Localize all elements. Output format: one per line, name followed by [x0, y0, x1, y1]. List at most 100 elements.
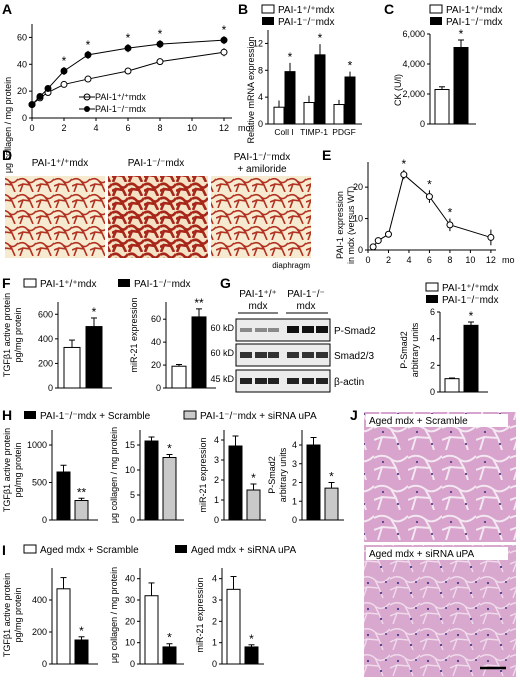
panel-b-bar: [273, 106, 285, 125]
panel-i3-bar: [244, 646, 259, 665]
panel-g-legend-pos: PAI-1⁺/⁺mdx: [442, 283, 499, 294]
panel-a-significance-star: *: [158, 27, 163, 41]
panel-h1-y-tick-label: 1000: [27, 440, 47, 450]
panel-i-y-label-3: miR-21 expression: [195, 577, 205, 652]
panel-i2-bar: [144, 595, 159, 665]
panel-i-tgfb1-chart: TGFβ1 active protein pg/mg protein 0 200 4…: [2, 568, 98, 669]
panel-letter-b: B: [238, 1, 248, 17]
panel-e-data-point: [446, 221, 454, 229]
panel-h-y-label-4a: P-Smad2: [267, 456, 277, 494]
panel-e-x-tick-label: 6: [427, 255, 432, 265]
panel-letter-h: H: [2, 407, 12, 423]
panel-e-significance-star: *: [402, 157, 407, 171]
panel-g-y-tick-label: 6: [430, 307, 435, 317]
panel-f-y-label-1a: TGFβ1 active protein: [2, 293, 12, 377]
panel-e-x-tick-label: 2: [386, 255, 391, 265]
panel-g-header-neg-1: PAI-1⁻/⁻: [287, 289, 325, 300]
panel-h-y-label-4b: arbitrary units: [278, 447, 288, 502]
panel-letter-g: G: [220, 275, 231, 291]
panel-f1-bar: [63, 346, 81, 389]
panel-g-legend-open-swatch: [425, 282, 439, 292]
panel-i2-y-tick-label: 30: [125, 595, 135, 605]
panel-h4-y-tick-label: 4: [292, 440, 297, 450]
panel-a-data-point: [28, 101, 36, 109]
panel-h1-y-tick-label: 0: [42, 515, 47, 525]
panel-f-y-label-2: miR-21 expression: [129, 297, 139, 372]
panel-e-x-tick-label: 10: [465, 255, 475, 265]
panel-g-band-psmad2: P-Smad2: [334, 326, 376, 337]
panel-letter-c: C: [384, 1, 394, 17]
panel-e-y-label-1: PAI-1 expression: [335, 191, 345, 259]
panel-b-bar: [314, 54, 326, 125]
panel-i3-y-tick-label: 2: [212, 616, 217, 626]
panel-f1-y-tick-label: 400: [38, 334, 53, 344]
panel-h-mir21-chart: miR-21 expression 0 1 2 3 4 *: [198, 430, 266, 525]
panel-h4-y-tick-label: 1: [292, 496, 297, 506]
panel-i3-bar: [226, 588, 241, 665]
panel-e-x-tick-label: 4: [406, 255, 411, 265]
panel-letter-f: F: [2, 275, 11, 291]
panel-c-y-tick-label: 0: [420, 119, 425, 129]
panel-e-significance-star: *: [427, 177, 432, 191]
panel-i1-bar: [74, 639, 89, 665]
panel-e-significance-star: *: [448, 206, 453, 220]
panel-h4-significance-star: *: [329, 470, 334, 484]
panel-i3-y-tick-label: 4: [212, 574, 217, 584]
panel-i-legend-scramble: Aged mdx + Scramble: [40, 545, 139, 556]
panel-g-y-tick-label: 4: [430, 334, 435, 344]
panel-i2-y-tick-label: 10: [125, 638, 135, 648]
panel-h4-y-tick-label: 2: [292, 478, 297, 488]
panel-h3-y-tick-label: 3: [214, 455, 219, 465]
panel-a-x-tick-label: 6: [125, 123, 130, 133]
panel-f2-bar: [191, 316, 207, 389]
panel-i-mir21-chart: miR-21 expression 0 1 2 3 4 *: [195, 568, 264, 669]
panel-b-category-label: PDGF: [332, 127, 356, 137]
panel-h-legend-sirna: PAI-1⁻/⁻mdx + siRNA uPA: [200, 411, 317, 422]
panel-i-y-label-1b: pg/mg protein: [13, 587, 23, 642]
panel-c-bar-chart: CK (U/l) PAI-1⁺/⁺mdx PAI-1⁻/⁻mdx 0 2,000 4…: [393, 4, 503, 129]
panel-f-legend-pos: PAI-1⁺/⁺mdx: [40, 279, 97, 290]
panel-h4-bar: [324, 487, 339, 521]
panel-i-legend-filled-swatch: [175, 545, 187, 553]
panel-f-legend-neg: PAI-1⁻/⁻mdx: [134, 279, 191, 290]
panel-a-legend-neg: PAI-1⁻/⁻mdx: [95, 104, 146, 114]
panel-letter-j: J: [350, 407, 358, 423]
panel-i1-bar: [56, 588, 71, 665]
panel-h2-y-tick-label: 5: [130, 490, 135, 500]
panel-h2-y-tick-label: 15: [125, 440, 135, 450]
panel-c-y-tick-label: 6,000: [402, 29, 425, 39]
panel-a-x-tick-label: 0: [29, 123, 34, 133]
panel-b-legend-pos: PAI-1⁺/⁺mdx: [278, 5, 335, 16]
panel-f-legend-open-swatch: [23, 278, 37, 288]
panel-i3-y-tick-label: 0: [212, 659, 217, 669]
panel-f-mir21-chart: miR-21 expression 0 20 40 60 **: [129, 296, 216, 393]
panel-f2-y-tick-label: 40: [151, 337, 161, 347]
panel-e-y-tick-label: 0: [358, 245, 363, 255]
panel-f1-y-tick-label: 200: [38, 358, 53, 368]
panel-f2-bar: [171, 365, 187, 389]
panel-h3-y-tick-label: 2: [214, 475, 219, 485]
panel-a-data-point: [84, 51, 92, 59]
panel-h-tgfb1-chart: TGFβ1 active protein pg/mg protein 0 500 1…: [2, 428, 98, 525]
panel-b-bar-chart: Relative mRNA expression PAI-1⁺/⁺mdx PAI…: [246, 4, 362, 144]
panel-g-header-pos-1: PAI-1⁺/⁺: [239, 289, 277, 300]
panel-e-data-point: [425, 193, 433, 201]
panel-a-data-point: [44, 84, 52, 92]
panel-g-significance-star: *: [469, 309, 474, 323]
panel-h3-y-tick-label: 4: [214, 435, 219, 445]
panel-e-line-chart: PAI-1 expression in mdx (versus WT) 0 10 2…: [335, 157, 515, 265]
panel-d-label-neg: PAI-1⁻/⁻mdx: [128, 158, 185, 169]
panel-g-bar-chart: P-Smad2 arbitrary units 0 2 4 6 *: [399, 307, 488, 397]
panel-a-x-tick-label: 2: [61, 123, 66, 133]
panel-a-data-point: [156, 58, 164, 66]
panel-c-legend-neg: PAI-1⁻/⁻mdx: [446, 17, 503, 28]
panel-e-y-label-2: in mdx (versus WT): [346, 186, 356, 264]
panel-i3-significance-star: *: [249, 632, 254, 646]
panel-c-legend-filled-swatch: [430, 17, 442, 25]
panel-f-y-label-1b: pg/mg protein: [13, 307, 23, 362]
panel-g-mw-1: 60 kD: [210, 323, 234, 333]
panel-c-significance-star: *: [459, 27, 464, 41]
panel-a-x-tick-label: 10: [187, 123, 197, 133]
panel-h-y-label-2: μg collagen / mg protein: [109, 427, 119, 523]
panel-a-data-point: [60, 67, 68, 75]
